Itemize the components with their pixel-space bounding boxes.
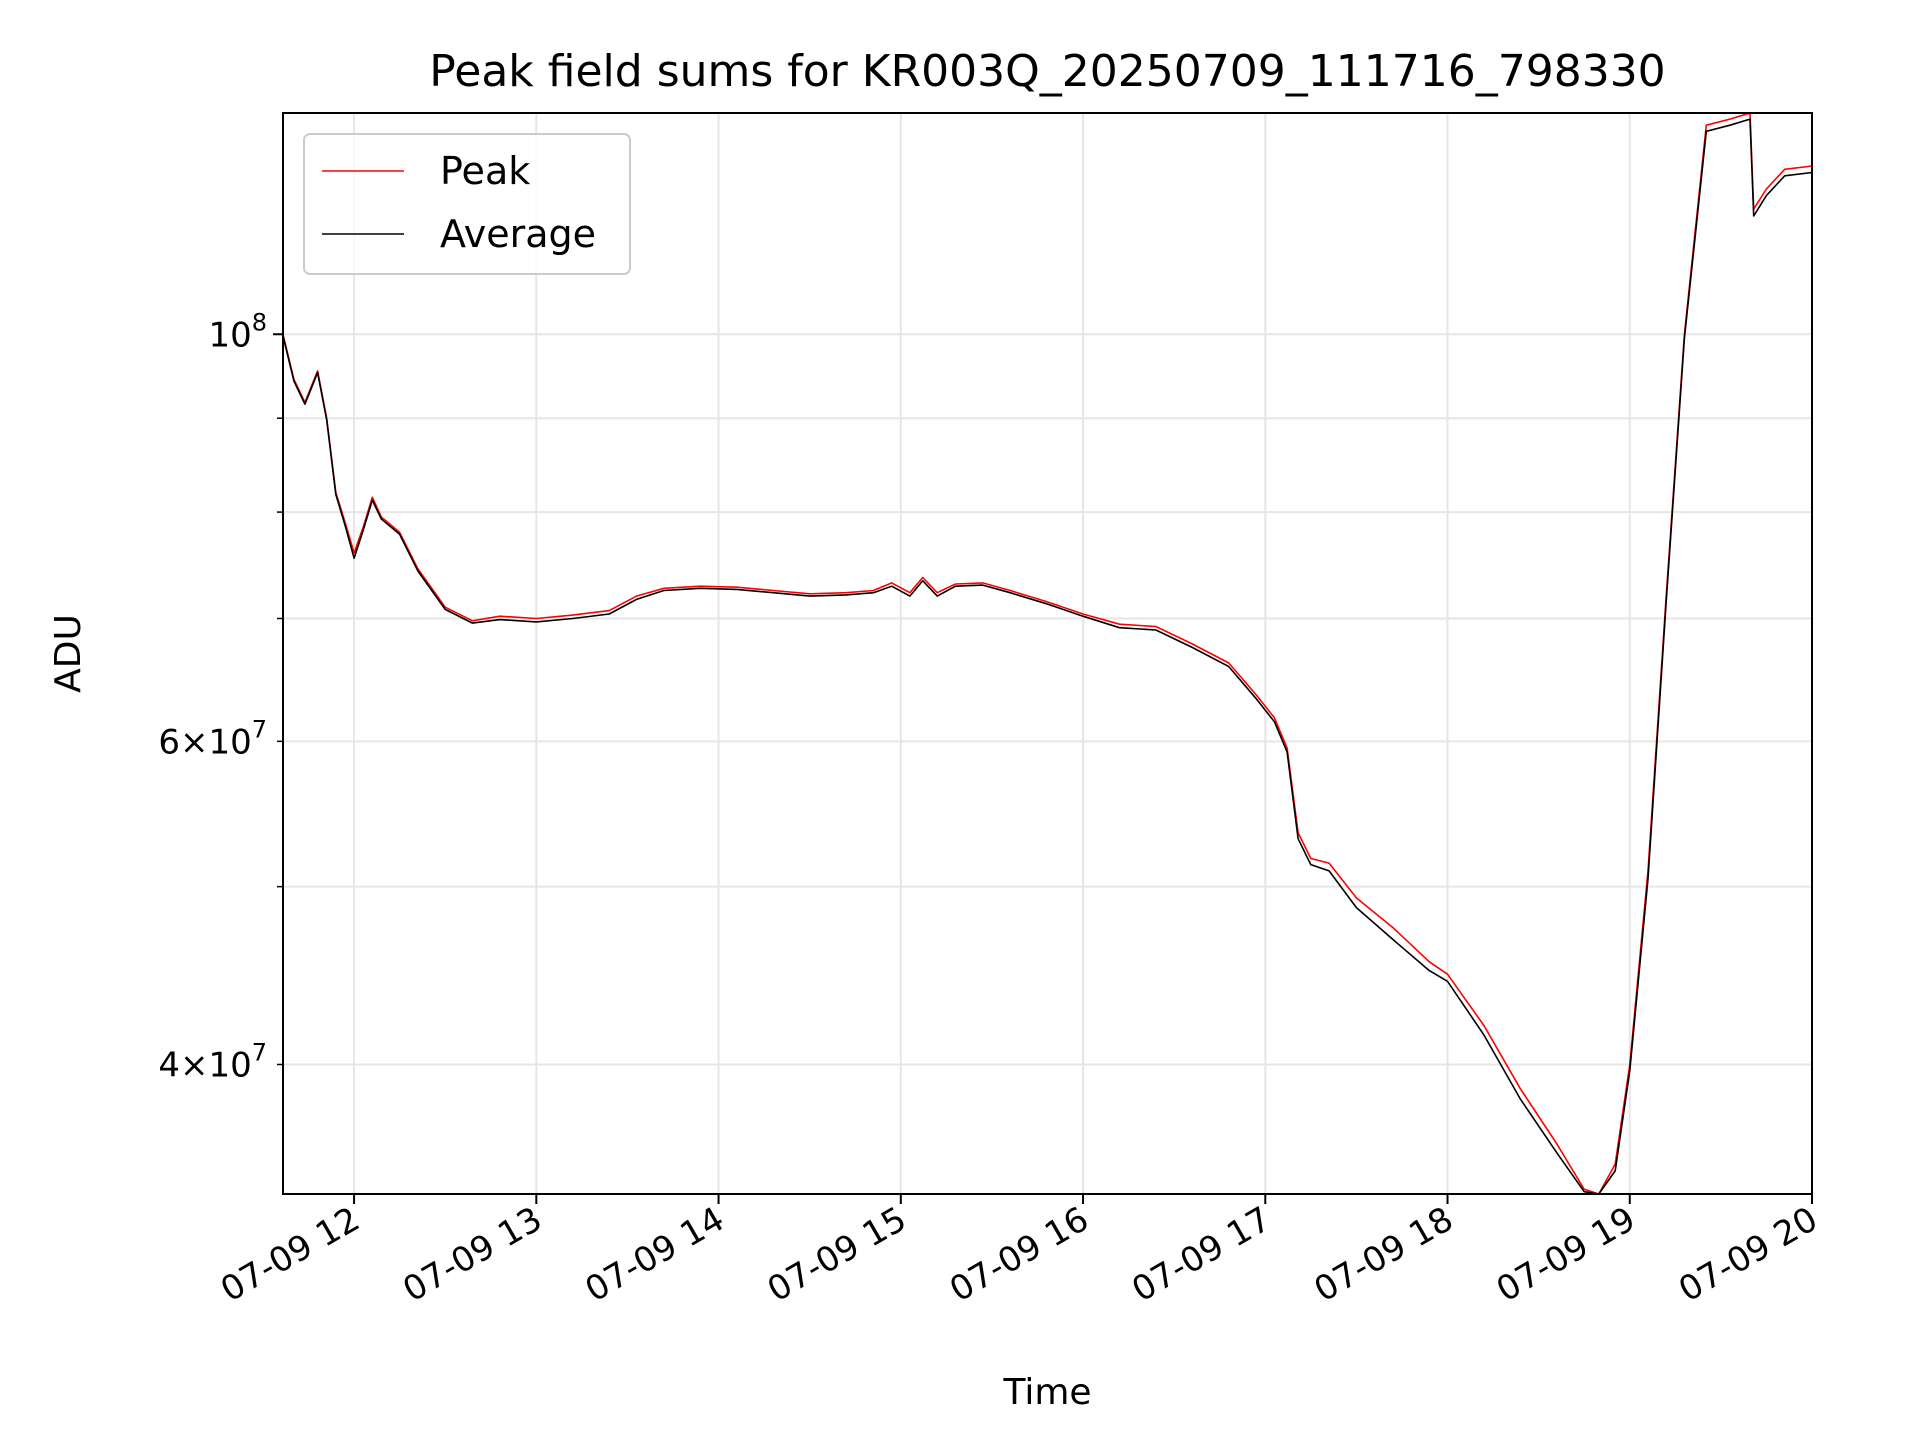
y-tick-label: 6×107 [158,715,267,762]
ticks-layer: 07-09 12 07-09 13 07-09 14 07-09 15 07-09 16… [158,308,1824,1310]
y-tick-label: 108 [208,308,267,355]
y-tick-label: 4×107 [158,1038,267,1085]
x-tick-label: 07-09 12 [214,1199,366,1310]
legend: Peak Average [303,133,631,275]
legend-box [303,133,631,275]
x-tick-label: 07-09 18 [1308,1199,1460,1310]
x-tick-label: 07-09 17 [1125,1199,1277,1310]
legend-label-peak: Peak [440,149,530,193]
chart-title: Peak field sums for KR003Q_20250709_1117… [429,46,1665,97]
grid-layer [283,113,1813,1194]
legend-label-average: Average [440,212,596,256]
x-tick-label: 07-09 16 [943,1199,1095,1310]
y-axis-label: ADU [48,614,89,693]
x-tick-label: 07-09 13 [396,1199,548,1310]
series-line-peak [282,112,1813,1195]
x-tick-label: 07-09 19 [1490,1199,1642,1310]
plot-frame [282,112,1813,1195]
series-line-average [282,118,1813,1195]
x-tick-label: 07-09 15 [761,1199,913,1310]
series-layer [282,112,1813,1195]
x-tick-label: 07-09 14 [579,1199,731,1310]
x-tick-label: 07-09 20 [1672,1199,1824,1310]
x-axis-label: Time [1002,1372,1091,1413]
